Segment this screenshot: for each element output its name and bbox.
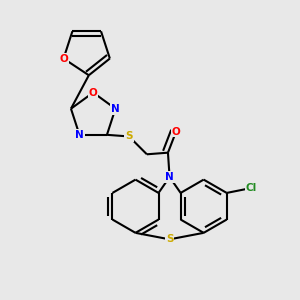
Text: N: N [111, 104, 120, 114]
Text: Cl: Cl [245, 183, 257, 193]
Text: N: N [165, 172, 174, 182]
Text: O: O [59, 53, 68, 64]
Text: O: O [89, 88, 98, 98]
Text: S: S [125, 131, 133, 141]
Text: N: N [75, 130, 84, 140]
Text: S: S [166, 234, 173, 244]
Text: O: O [172, 127, 180, 136]
